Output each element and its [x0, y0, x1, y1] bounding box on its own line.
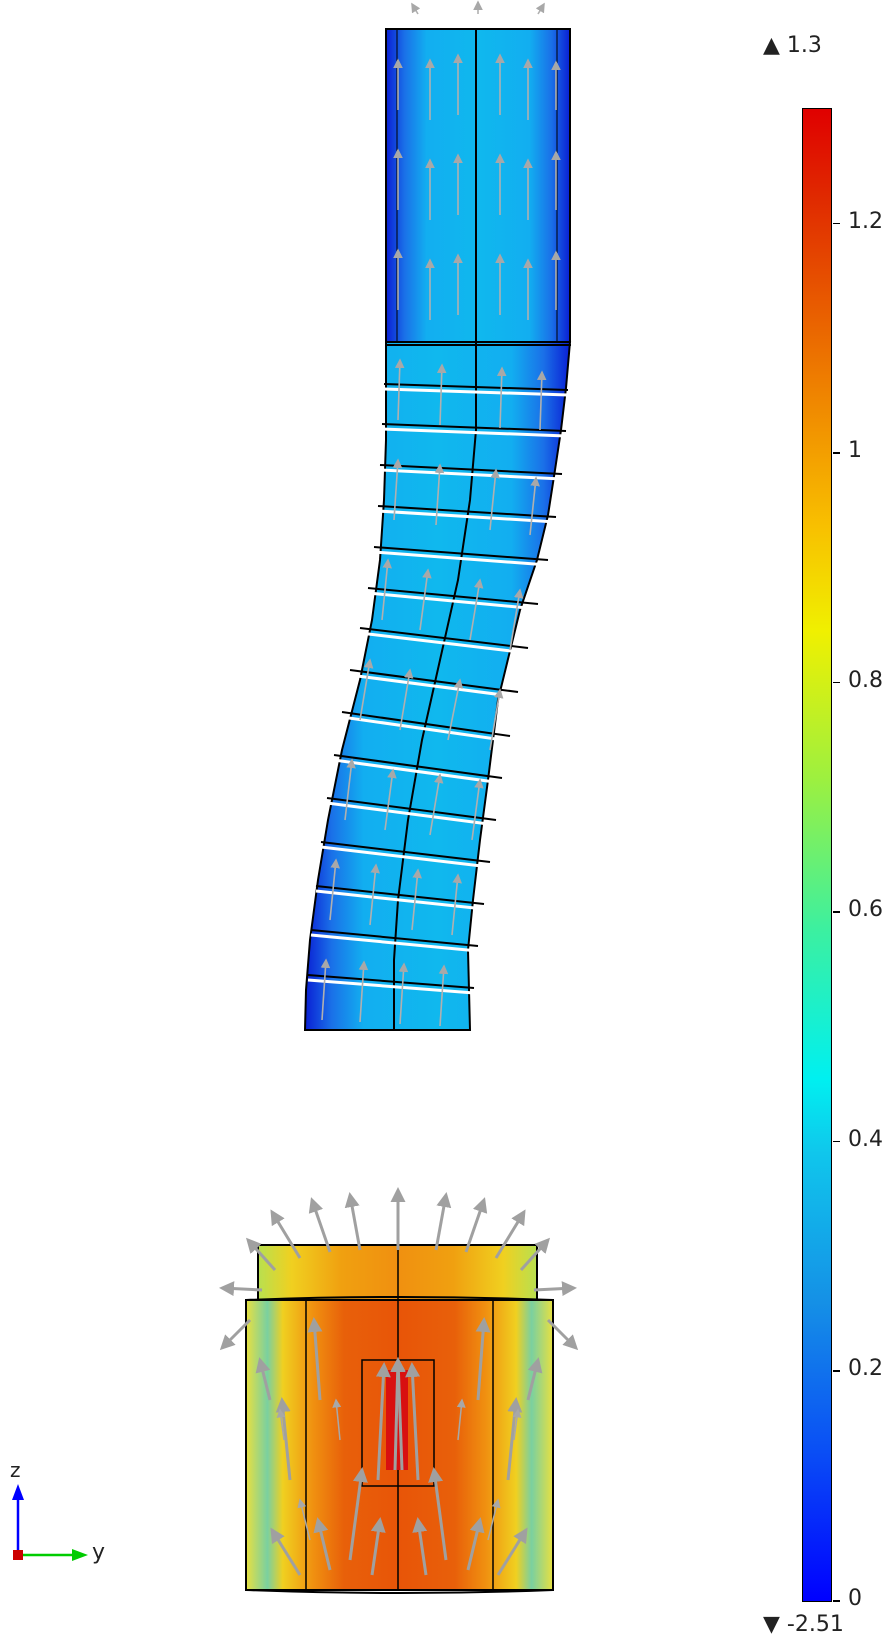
z-axis-label: z: [10, 1458, 21, 1482]
triangle-down-icon: ▼: [763, 1612, 780, 1637]
colorbar-min: ▼ -2.51: [763, 1612, 844, 1637]
axes-triad: [12, 1484, 88, 1561]
colorbar-gradient: [802, 108, 832, 1602]
colorbar-tick-label: 1: [848, 438, 862, 464]
triangle-up-icon: ▲: [763, 33, 780, 58]
y-axis-label: y: [92, 1540, 106, 1565]
colorbar-min-label: -2.51: [786, 1612, 844, 1637]
upper-coil: [303, 0, 572, 1031]
colorbar-tick-label: 0.4: [848, 1126, 883, 1152]
colorbar-tick-mark: [833, 1370, 840, 1372]
colorbar-tick-mark: [833, 681, 840, 684]
lower-magnet: [219, 1187, 579, 1594]
colorbar-tick-mark: [833, 222, 840, 225]
colorbar-max: ▲ 1.3: [763, 33, 822, 58]
colorbar-tick-label: 1.2: [848, 208, 883, 234]
colorbar-tick-label: 0.2: [848, 1356, 883, 1382]
colorbar-tick-mark: [833, 911, 840, 913]
colorbar-tick-mark: [833, 1140, 840, 1143]
colorbar-max-label: 1.3: [786, 33, 822, 58]
colorbar-tick-mark: [833, 1600, 840, 1602]
colorbar-tick-label: 0: [848, 1586, 862, 1611]
colorbar-tick-label: 0.6: [848, 897, 883, 923]
colorbar-tick-label: 0.8: [848, 667, 883, 693]
colorbar-tick-mark: [833, 452, 840, 454]
